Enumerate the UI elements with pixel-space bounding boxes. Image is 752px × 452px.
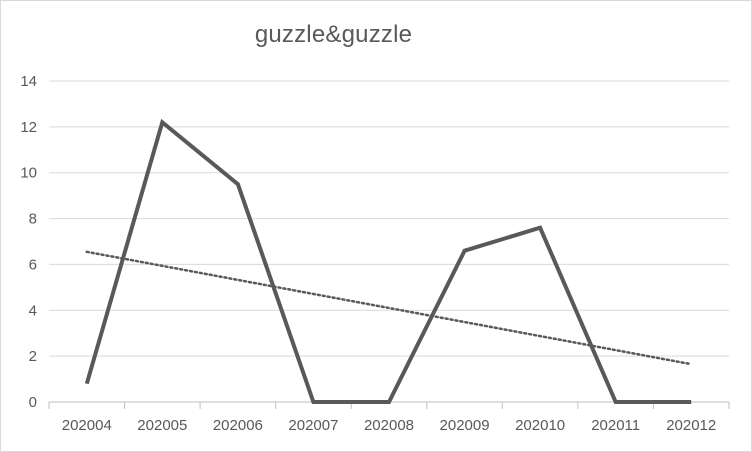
y-tick-label: 10 <box>20 165 37 182</box>
y-axis-tick-labels: 0 2 4 6 8 10 12 14 <box>20 73 37 411</box>
y-tick-label: 6 <box>29 256 37 273</box>
series-line-0 <box>84 118 692 404</box>
x-tick-label: 202004 <box>62 417 112 434</box>
series-layer <box>84 118 693 404</box>
y-tick-label: 2 <box>29 348 37 365</box>
y-tick-label: 4 <box>29 302 37 319</box>
data-point <box>160 120 164 124</box>
trendline-layer <box>85 250 693 366</box>
x-tick-label: 202009 <box>440 417 490 434</box>
data-point <box>614 400 618 404</box>
x-tick-label: 202008 <box>364 417 414 434</box>
x-tick-label: 202006 <box>213 417 263 434</box>
data-point <box>387 400 391 404</box>
data-point <box>689 400 693 404</box>
chart-title: guzzle&guzzle <box>254 21 413 48</box>
y-tick-label: 12 <box>20 119 37 136</box>
data-point <box>538 226 542 230</box>
x-tick-label: 202007 <box>288 417 338 434</box>
trendline <box>85 250 693 366</box>
x-tick-label: 202005 <box>137 417 187 434</box>
x-axis-tick-labels: 202004 202005 202006 202007 202008 202009 2020… <box>62 417 717 434</box>
data-point <box>463 249 467 253</box>
y-tick-label: 14 <box>20 73 37 90</box>
x-tick-label: 202012 <box>666 417 716 434</box>
y-tick-label: 8 <box>29 211 37 228</box>
gridlines <box>49 80 729 357</box>
x-tick-label: 202011 <box>591 417 640 434</box>
data-point <box>85 382 89 386</box>
data-point <box>236 182 240 186</box>
y-tick-label: 0 <box>29 394 37 411</box>
x-tick-label: 202010 <box>515 417 565 434</box>
data-point <box>311 400 315 404</box>
